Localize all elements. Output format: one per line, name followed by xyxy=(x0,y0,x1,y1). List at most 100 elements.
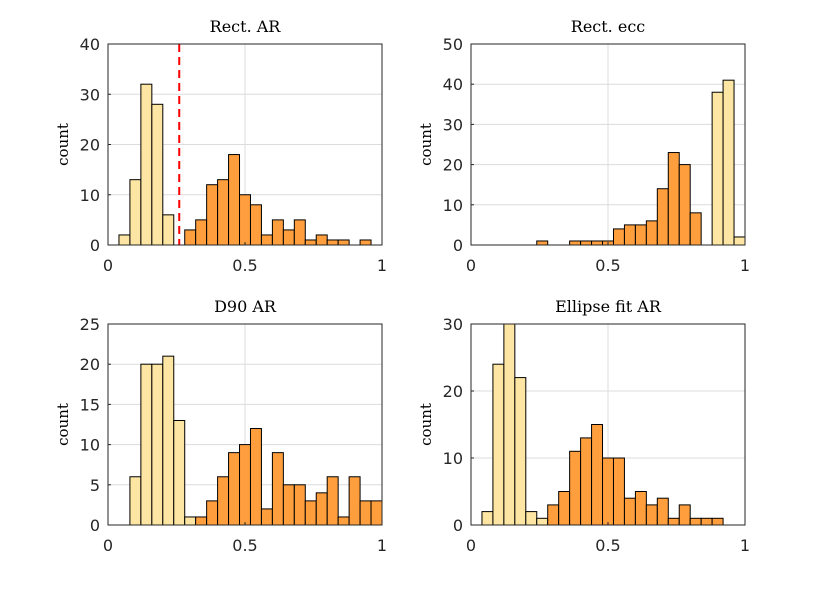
histogram-bar xyxy=(678,504,691,526)
y-axis-label: count xyxy=(54,123,72,166)
histogram-bar xyxy=(722,79,735,246)
y-tick-label: 0 xyxy=(453,516,463,535)
x-tick-label: 0 xyxy=(103,536,113,555)
y-tick-label: 10 xyxy=(80,186,100,205)
chart-title: D90 AR xyxy=(214,297,277,316)
histogram-bar xyxy=(129,476,142,526)
histogram-bar xyxy=(580,240,593,246)
histogram-bar xyxy=(195,516,208,526)
x-tick-label: 0.5 xyxy=(595,256,620,275)
y-tick-label: 40 xyxy=(443,75,463,94)
histogram-bar xyxy=(612,228,625,246)
histogram-bar xyxy=(623,497,636,526)
y-tick-label: 0 xyxy=(90,516,100,535)
y-tick-label: 50 xyxy=(443,35,463,54)
y-tick-label: 0 xyxy=(90,236,100,255)
x-tick-label: 1 xyxy=(740,256,750,275)
histogram-bar xyxy=(370,500,383,526)
histogram-bar xyxy=(217,476,230,526)
histogram-bar xyxy=(689,517,702,526)
histogram-bar xyxy=(239,194,251,246)
histogram-bar xyxy=(733,236,746,246)
x-tick-label: 0.5 xyxy=(232,536,257,555)
histogram-bar xyxy=(326,239,339,246)
histogram-bar xyxy=(580,437,593,526)
y-tick-label: 20 xyxy=(443,156,463,175)
histogram-bar xyxy=(481,511,494,526)
y-tick-label: 20 xyxy=(80,355,100,374)
histogram-bar xyxy=(337,516,350,526)
y-tick-label: 30 xyxy=(443,115,463,134)
histogram-bar xyxy=(667,152,680,246)
histogram-bar xyxy=(569,240,582,246)
histogram-bar xyxy=(140,363,153,526)
chart-title: Ellipse fit AR xyxy=(555,297,662,316)
histogram-bar xyxy=(162,214,175,246)
y-tick-label: 25 xyxy=(80,315,100,334)
histogram-bar xyxy=(525,511,538,526)
histogram-bar xyxy=(547,504,560,526)
histogram-bar xyxy=(536,517,549,526)
y-axis-label: count xyxy=(54,403,72,446)
histogram-bar xyxy=(348,476,361,526)
histogram-bar xyxy=(293,484,306,526)
y-tick-label: 0 xyxy=(453,236,463,255)
histogram-bar xyxy=(249,428,262,526)
histogram-bar xyxy=(315,492,328,526)
chart-title: Rect. ecc xyxy=(571,17,646,36)
x-tick-label: 1 xyxy=(740,536,750,555)
histogram-bar xyxy=(634,491,647,526)
y-tick-label: 10 xyxy=(80,436,100,455)
y-tick-label: 5 xyxy=(90,476,100,495)
histogram-bar xyxy=(304,500,317,526)
histogram-bar xyxy=(282,229,295,246)
histogram-bar xyxy=(602,457,614,526)
histogram-bar xyxy=(359,239,372,246)
histogram-bar xyxy=(293,219,306,246)
histogram-bar xyxy=(711,91,724,246)
histogram-bar xyxy=(282,484,295,526)
histogram-bar xyxy=(228,154,241,246)
y-tick-label: 40 xyxy=(80,35,100,54)
histogram-bar xyxy=(162,355,175,526)
histogram-bar xyxy=(492,363,505,526)
histogram-bar xyxy=(700,517,713,526)
x-tick-label: 0.5 xyxy=(232,256,257,275)
histogram-bar xyxy=(249,204,262,246)
histogram-bar xyxy=(239,444,251,526)
histogram-bar xyxy=(184,229,197,246)
x-tick-label: 0 xyxy=(466,256,476,275)
chart-title: Rect. AR xyxy=(210,17,282,36)
histogram-bar xyxy=(228,452,241,526)
histogram-bar xyxy=(678,164,691,246)
histogram-bar xyxy=(514,377,527,526)
y-tick-label: 20 xyxy=(443,382,463,401)
y-tick-label: 30 xyxy=(443,315,463,334)
histogram-bar xyxy=(536,240,549,246)
histogram-bar xyxy=(326,476,339,526)
histogram-bar xyxy=(656,497,669,526)
histogram-bar xyxy=(206,184,219,246)
y-tick-label: 10 xyxy=(443,196,463,215)
x-tick-label: 0.5 xyxy=(595,536,620,555)
y-tick-label: 20 xyxy=(80,136,100,155)
histogram-bar xyxy=(260,234,273,246)
histogram-bar xyxy=(271,219,284,246)
histogram-bar xyxy=(634,224,647,246)
histogram-bar xyxy=(151,103,164,246)
y-tick-label: 30 xyxy=(80,85,100,104)
x-tick-label: 1 xyxy=(377,256,387,275)
histogram-bar xyxy=(206,500,219,526)
x-tick-label: 0 xyxy=(103,256,113,275)
y-tick-label: 15 xyxy=(80,395,100,414)
histogram-bar xyxy=(656,188,669,246)
y-axis-label: count xyxy=(417,403,435,446)
histogram-bar xyxy=(612,457,625,526)
histogram-bar xyxy=(645,220,658,246)
histogram-bar xyxy=(271,452,284,526)
histogram-bar xyxy=(129,179,142,246)
